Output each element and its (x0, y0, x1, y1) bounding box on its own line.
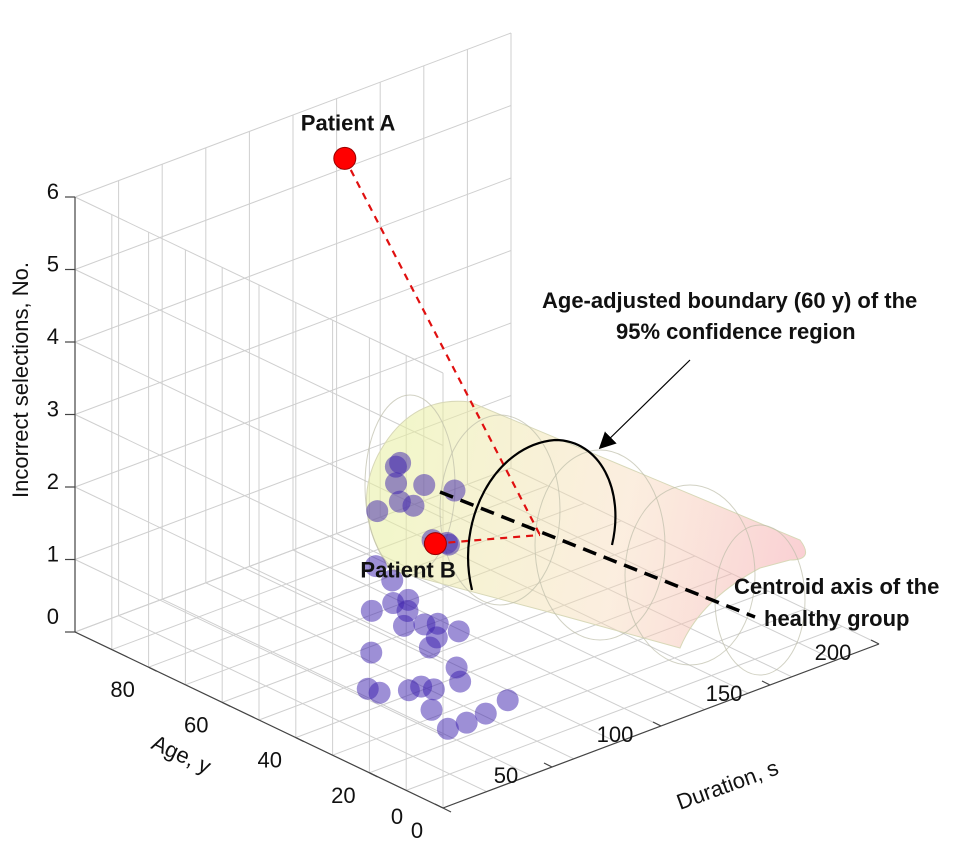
patient-b-label: Patient B (360, 558, 455, 583)
data-point (366, 500, 389, 523)
patient-point (423, 532, 447, 556)
age-adjusted-boundary-arc (467, 438, 617, 591)
z-axis-label: Incorrect selections, No. (8, 262, 33, 498)
grid-line (369, 608, 806, 774)
y-tick (295, 737, 305, 743)
confidence-region-ring (624, 484, 756, 666)
centroid-annotation-line-2: healthy group (764, 606, 909, 631)
data-point (364, 555, 387, 578)
data-point (455, 711, 478, 734)
data-point (496, 689, 519, 712)
y-tick-label: 0 (411, 818, 423, 841)
data-point (389, 451, 412, 474)
data-point (447, 620, 470, 643)
x-tick-label: 50 (494, 763, 518, 788)
z-tick-label: 5 (47, 252, 59, 277)
data-point (356, 677, 379, 700)
data-point (474, 702, 497, 725)
annotation-arrow (598, 359, 691, 450)
grid-line (74, 486, 444, 664)
y-tick-label: 60 (184, 712, 208, 737)
y-tick (442, 807, 452, 813)
centroid-axis-line (439, 490, 756, 619)
patient-point (333, 146, 357, 170)
y-tick (369, 772, 378, 778)
data-point (385, 472, 408, 495)
grid-line (406, 625, 843, 791)
patient-a-label: Patient A (301, 110, 396, 135)
centroid-annotation-line-1: Centroid axis of the (734, 574, 939, 599)
z-tick-label: 3 (47, 397, 59, 422)
x-tick (543, 762, 553, 768)
x-tick (652, 721, 662, 727)
data-point (360, 599, 383, 622)
x-tick-label: 0 (391, 804, 403, 829)
grid-line (74, 559, 444, 736)
grid-line (74, 269, 444, 446)
data-point (402, 494, 425, 517)
confidence-region-ring (534, 449, 666, 641)
grid-line (74, 32, 512, 198)
data-point (381, 569, 404, 592)
data-point (425, 626, 448, 649)
x-tick (761, 680, 771, 686)
data-point (413, 473, 436, 496)
y-tick-label: 40 (258, 748, 282, 773)
confidence-region (364, 394, 807, 676)
z-tick-label: 6 (47, 179, 59, 204)
boundary-annotation-line-1: Age-adjusted boundary (60 y) of the (542, 288, 917, 313)
overlay-layer: Patient A Patient B Age-adjusted boundary … (301, 110, 940, 631)
boundary-annotation-line-2: 95% confidence region (616, 319, 856, 344)
x-tick-label: 150 (706, 681, 743, 706)
data-point (443, 479, 466, 502)
z-tick-label: 1 (47, 542, 59, 567)
x-tick (870, 639, 880, 645)
data-point (360, 641, 383, 664)
grid-line (74, 322, 512, 488)
grid-line (74, 250, 512, 415)
z-tick-label: 4 (47, 324, 59, 349)
y-tick-label: 20 (331, 783, 355, 808)
grid-line (74, 196, 444, 374)
y-tick (221, 701, 231, 707)
patient-b-projection-line (435, 533, 541, 545)
y-axis-line (74, 631, 444, 809)
confidence-region-ring (439, 414, 561, 606)
x-axis-label: Duration, s (673, 755, 782, 815)
data-point (410, 675, 433, 698)
y-tick (148, 666, 157, 672)
x-tick-label: 100 (597, 722, 634, 747)
data-point (449, 670, 472, 693)
x-tick (434, 803, 444, 809)
z-tick-label: 2 (47, 469, 59, 494)
data-point (420, 698, 443, 721)
patient-a-projection-line (343, 157, 541, 536)
grid-line (74, 177, 512, 343)
confidence-region-surface (365, 400, 807, 649)
y-tick-label: 80 (110, 677, 134, 702)
data-point (436, 717, 459, 740)
z-tick-label: 0 (47, 604, 59, 629)
grid-line (74, 105, 512, 270)
data-point (396, 599, 419, 622)
x-tick-label: 200 (815, 640, 852, 665)
